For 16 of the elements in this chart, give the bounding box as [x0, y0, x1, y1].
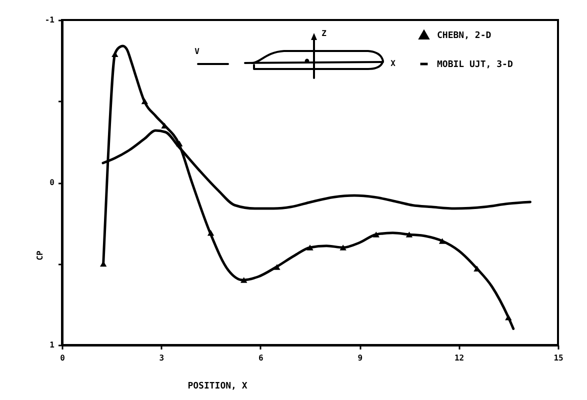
- x-tick-label: 6: [258, 354, 264, 362]
- x-tick-label: 3: [159, 354, 164, 362]
- y-tick-label: -1: [44, 16, 55, 24]
- annotation: Z: [322, 29, 327, 38]
- x-tick-label: 15: [554, 354, 564, 362]
- x-tick-label: 12: [454, 354, 464, 362]
- legend-label: CHEBN, 2-D: [437, 31, 492, 41]
- x-axis-title: POSITION, X: [188, 382, 248, 392]
- y-tick-label: 0: [50, 178, 55, 187]
- annotation: V: [194, 47, 200, 56]
- y-axis-title: CP: [36, 250, 44, 260]
- legend-label: MOBIL UJT, 3-D: [437, 60, 514, 70]
- x-tick-label: 9: [358, 354, 363, 362]
- y-tick-label: 1: [50, 340, 55, 350]
- x-tick-label: 0: [60, 354, 66, 362]
- annotation: X: [390, 59, 396, 68]
